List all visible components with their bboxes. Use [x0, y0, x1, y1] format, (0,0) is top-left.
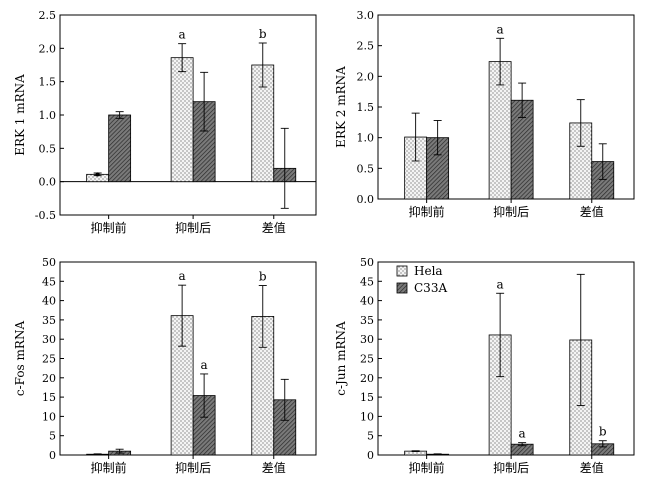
x-tick-label: 差值 — [580, 460, 604, 475]
x-tick-label: 抑制前 — [91, 220, 127, 235]
y-tick-label: 20 — [360, 372, 374, 385]
y-tick-label: 3.0 — [357, 9, 375, 22]
y-axis-label: ERK 1 mRNA — [13, 74, 27, 156]
y-tick-label: 10 — [42, 410, 56, 423]
y-tick-label: 0 — [367, 449, 374, 462]
y-tick-label: 35 — [360, 314, 374, 327]
legend-swatch-c33a — [396, 282, 408, 294]
significance-label: b — [599, 425, 607, 439]
x-tick-label: 抑制前 — [409, 204, 445, 219]
y-tick-label: 10 — [360, 410, 374, 423]
y-tick-label: 2.0 — [39, 42, 57, 55]
y-tick-label: 15 — [42, 391, 56, 404]
chart-panel-erk-1-mrna: -0.5 0.0 0.5 1.0 1.5 2.0 2.5 ERK 1 mRNA 抑制前 抑制后 a 差… — [13, 9, 317, 235]
y-tick-label: 15 — [360, 391, 374, 404]
x-tick-label: 抑制后 — [175, 460, 211, 475]
significance-label: b — [259, 27, 267, 41]
y-tick-label: 45 — [360, 275, 374, 288]
data-point-hela — [95, 172, 100, 177]
y-tick-label: 2.0 — [357, 70, 375, 83]
bar-hela — [170, 57, 194, 183]
x-tick-label: 抑制后 — [175, 220, 211, 235]
y-tick-label: 2.5 — [357, 40, 375, 53]
significance-label: a — [179, 28, 186, 42]
x-tick-label: 差值 — [262, 220, 286, 235]
legend-swatch-hela — [396, 265, 408, 277]
chart-panel-c-jun-mrna: 0 5 10 15 20 25 30 35 40 45 50 c-Jun mRNA 抑制前 抑制后 a a 差值… — [334, 256, 635, 475]
y-tick-label: 50 — [42, 256, 56, 269]
x-tick-label: 差值 — [262, 460, 286, 475]
x-tick-label: 抑制后 — [493, 204, 529, 219]
y-tick-label: -0.5 — [35, 209, 56, 222]
y-axis-label: ERK 2 mRNA — [334, 66, 348, 148]
significance-label: b — [259, 270, 267, 284]
legend-label-c33a: C33A — [414, 281, 447, 295]
significance-label: a — [179, 269, 186, 283]
y-tick-label: 5 — [367, 430, 374, 443]
significance-label: a — [497, 22, 504, 36]
y-tick-label: 0.5 — [357, 162, 375, 175]
y-tick-label: 1.0 — [39, 109, 57, 122]
y-tick-label: 0.0 — [357, 193, 375, 206]
y-axis-label: c-Fos mRNA — [13, 321, 27, 397]
y-tick-label: 1.0 — [357, 132, 375, 145]
legend: Hela C33A — [396, 264, 447, 295]
y-tick-label: 40 — [42, 295, 56, 308]
x-tick-label: 抑制前 — [409, 460, 445, 475]
y-tick-label: 2.5 — [39, 9, 57, 22]
y-tick-label: 5 — [49, 430, 56, 443]
chart-panel-c-fos-mrna: 0 5 10 15 20 25 30 35 40 45 50 c-Fos mRNA 抑制前 抑制后 a a 差值… — [13, 256, 317, 475]
significance-label: a — [497, 277, 504, 291]
x-tick-label: 抑制前 — [91, 460, 127, 475]
y-tick-label: 0.5 — [39, 142, 57, 155]
y-tick-label: 20 — [42, 372, 56, 385]
bar-c33a — [108, 114, 132, 183]
significance-label: a — [201, 358, 208, 372]
y-tick-label: 35 — [42, 314, 56, 327]
y-tick-label: 25 — [42, 353, 56, 366]
y-tick-label: 1.5 — [357, 101, 375, 114]
y-tick-label: 25 — [360, 353, 374, 366]
significance-label: a — [519, 427, 526, 441]
y-tick-label: 30 — [42, 333, 56, 346]
x-tick-label: 差值 — [580, 204, 604, 219]
y-tick-label: 40 — [360, 295, 374, 308]
y-axis-label: c-Jun mRNA — [334, 321, 348, 396]
y-tick-label: 0.0 — [39, 176, 57, 189]
y-tick-label: 30 — [360, 333, 374, 346]
y-tick-label: 45 — [42, 275, 56, 288]
y-tick-label: 0 — [49, 449, 56, 462]
chart-panel-erk-2-mrna: 0.0 0.5 1.0 1.5 2.0 2.5 3.0 ERK 2 mRNA 抑制前 抑制后 a 差值 — [334, 9, 635, 219]
y-tick-label: 1.5 — [39, 76, 57, 89]
x-tick-label: 抑制后 — [493, 460, 529, 475]
y-tick-label: 50 — [360, 256, 374, 269]
legend-label-hela: Hela — [414, 264, 443, 278]
